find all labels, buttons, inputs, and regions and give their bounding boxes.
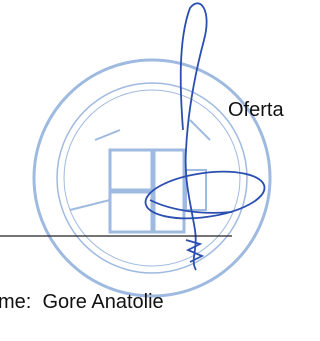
document-fragment: Oferta me: Gore Anatolie: [0, 0, 293, 341]
offer-label: Oferta: [228, 99, 284, 121]
page: Oferta me: Gore Anatolie (() => { const …: [0, 0, 293, 341]
name-line: me: Gore Anatolie: [0, 291, 164, 313]
signature: [143, 3, 268, 270]
stamp: [34, 60, 270, 296]
